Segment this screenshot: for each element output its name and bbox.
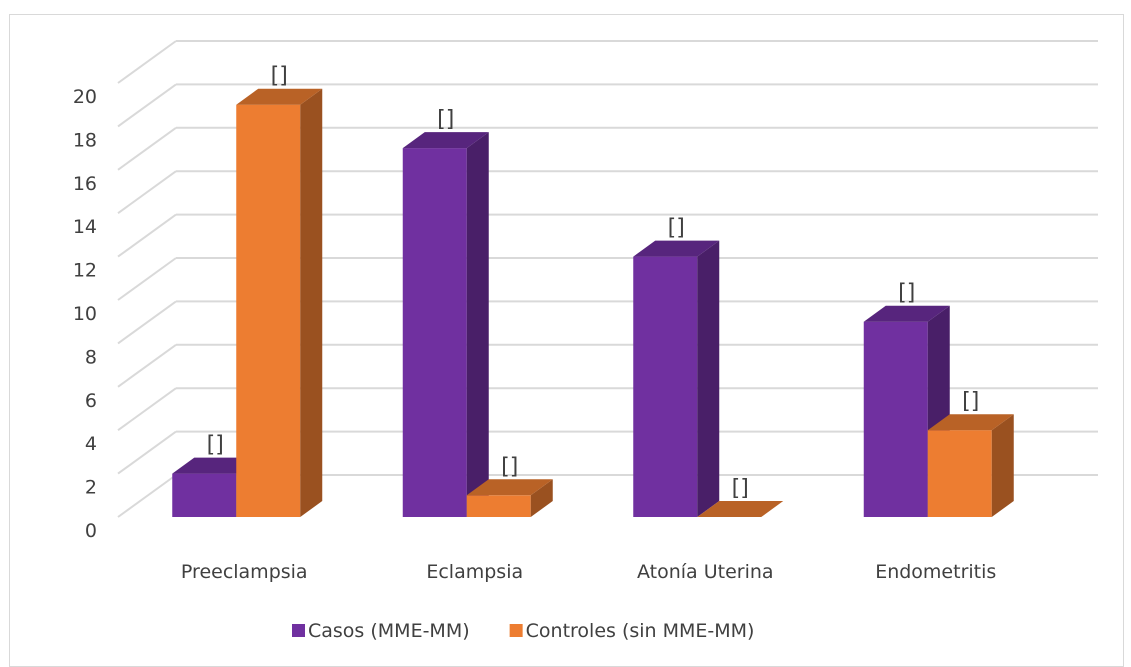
data-label: [] bbox=[668, 216, 685, 241]
bar bbox=[633, 240, 720, 517]
bar-top bbox=[863, 305, 950, 322]
legend-swatch bbox=[292, 624, 305, 637]
bar-top bbox=[927, 414, 1014, 431]
x-category-label: Eclampsia bbox=[426, 561, 523, 583]
y-tick-label: 4 bbox=[85, 433, 97, 455]
data-label: [] bbox=[437, 107, 454, 132]
y-tick-label: 20 bbox=[73, 86, 97, 108]
x-category-label: Endometritis bbox=[875, 561, 996, 583]
data-label: [] bbox=[271, 64, 288, 89]
x-category-label: Atonía Uterina bbox=[637, 561, 774, 583]
bar-side bbox=[991, 414, 1014, 517]
bar bbox=[697, 501, 784, 517]
gridline-depth bbox=[117, 430, 177, 475]
gridline-depth bbox=[117, 257, 177, 301]
data-labels: [] [] [] [] [] [] [] [] bbox=[207, 64, 980, 501]
legend-entry-label: Casos (MME-MM) bbox=[308, 620, 470, 642]
data-label: [] bbox=[962, 389, 979, 414]
bar-top bbox=[697, 501, 784, 517]
bar-front bbox=[466, 495, 531, 517]
bar bbox=[466, 479, 553, 517]
y-tick-label: 12 bbox=[73, 260, 97, 282]
bar-front bbox=[402, 148, 467, 517]
data-label: [] bbox=[898, 281, 915, 306]
gridline-depth bbox=[117, 300, 177, 345]
legend-swatch bbox=[509, 624, 523, 637]
y-tick-label: 2 bbox=[85, 477, 97, 499]
y-axis-ticks: 0 2 4 6 8 10 12 14 16 18 20 bbox=[73, 86, 97, 542]
gridline-depth bbox=[117, 40, 177, 84]
data-label: [] bbox=[207, 433, 224, 458]
y-tick-label: 14 bbox=[73, 216, 97, 238]
bar bbox=[236, 88, 323, 517]
bar-side bbox=[300, 88, 323, 517]
bar-front bbox=[236, 104, 301, 517]
legend-entry-label: Controles (sin MME-MM) bbox=[526, 620, 755, 642]
bar bbox=[402, 132, 489, 517]
gridline-depth bbox=[117, 170, 177, 215]
gridline-depth bbox=[117, 126, 177, 171]
bar-side bbox=[530, 479, 553, 517]
bar-top bbox=[633, 240, 720, 257]
data-label: [] bbox=[501, 454, 518, 479]
gridline-depth bbox=[117, 83, 177, 128]
bar-side bbox=[697, 240, 720, 517]
bar-front bbox=[927, 430, 992, 517]
data-label: [] bbox=[732, 476, 749, 501]
bar bbox=[927, 414, 1014, 517]
x-category-label: Preeclampsia bbox=[181, 561, 308, 583]
y-tick-label: 0 bbox=[85, 520, 97, 542]
bar-front bbox=[863, 321, 928, 517]
bar-top bbox=[236, 88, 323, 105]
y-tick-label: 10 bbox=[73, 303, 97, 325]
gridline-depth bbox=[117, 387, 177, 432]
y-tick-label: 18 bbox=[73, 129, 97, 151]
gridline-depth bbox=[117, 474, 177, 518]
legend: Casos (MME-MM) Controles (sin MME-MM) bbox=[292, 620, 754, 642]
y-tick-label: 8 bbox=[85, 346, 97, 368]
bar-top bbox=[466, 479, 553, 496]
bar-top bbox=[402, 132, 489, 149]
gridline-depth bbox=[117, 213, 177, 258]
bar-front bbox=[172, 473, 237, 517]
bar-front bbox=[633, 256, 698, 517]
y-tick-label: 16 bbox=[73, 173, 97, 195]
x-axis-categories: Preeclampsia Eclampsia Atonía Uterina Endom… bbox=[181, 561, 996, 583]
bars bbox=[172, 88, 1014, 517]
bar-side bbox=[466, 132, 489, 517]
y-tick-label: 6 bbox=[85, 390, 97, 412]
gridline-depth bbox=[117, 343, 177, 388]
